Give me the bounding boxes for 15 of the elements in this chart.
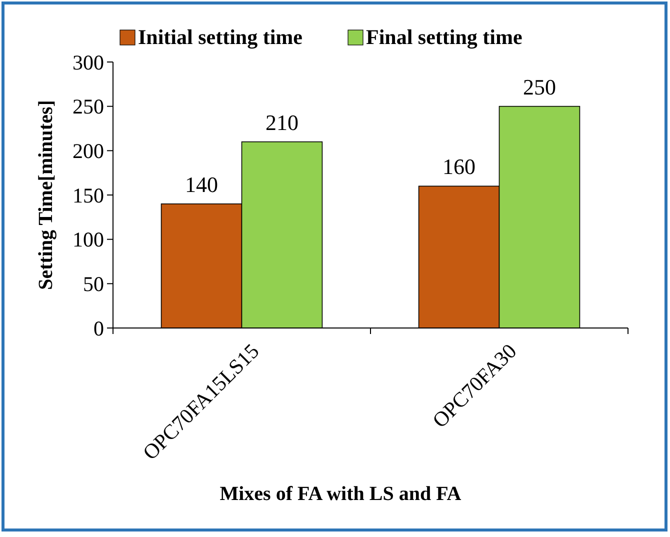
data-label: 210	[265, 110, 298, 135]
legend-label: Final setting time	[366, 25, 522, 49]
x-axis-title: Mixes of FA with LS and FA	[220, 483, 462, 505]
y-tick-label: 250	[72, 94, 104, 119]
data-label: 160	[442, 154, 476, 180]
y-tick-label: 300	[72, 50, 104, 74]
y-tick-label: 0	[94, 316, 104, 340]
data-label: 140	[185, 172, 218, 197]
y-tick-label: 200	[72, 139, 104, 164]
data-label: 250	[522, 74, 556, 100]
y-tick-label: 50	[83, 272, 104, 296]
y-tick-label: 150	[72, 183, 104, 208]
legend-label: Initial setting time	[138, 25, 302, 49]
y-tick-label: 100	[72, 228, 104, 252]
y-axis-title: Setting Time[minutes]	[35, 100, 57, 290]
